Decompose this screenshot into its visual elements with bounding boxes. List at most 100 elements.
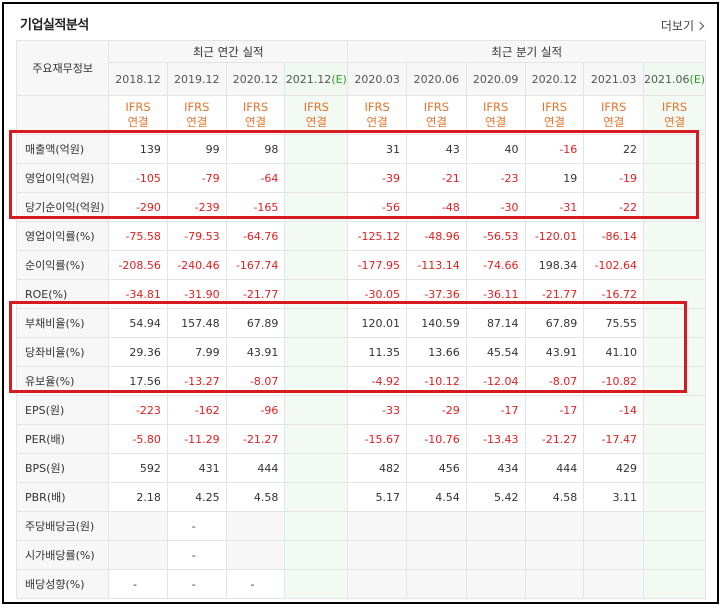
table-row: 영업이익(억원) -105 -79 -64 -39 -21 -23 19 -19 xyxy=(15,163,706,193)
row-label: 시가배당률(%) xyxy=(15,540,110,570)
chevron-right-icon xyxy=(697,22,705,30)
basis-cell[interactable]: IFRS 연결 xyxy=(583,95,645,135)
value-cell: -105 xyxy=(108,163,168,193)
value-cell: -33 xyxy=(347,395,408,425)
basis-standard: IFRS xyxy=(661,100,688,114)
value-cell: -29 xyxy=(406,395,467,425)
row-label: ROE(%) xyxy=(15,279,110,309)
basis-cell[interactable]: IFRS 연결 xyxy=(347,95,408,135)
row-label: 영업이익률(%) xyxy=(15,221,110,251)
value-cell: -21.77 xyxy=(225,279,286,309)
value-cell: -10.76 xyxy=(406,424,467,454)
value-cell: 29.36 xyxy=(108,337,168,367)
value-cell: 431 xyxy=(166,453,227,483)
value-cell: -102.64 xyxy=(583,250,645,280)
value-cell: -113.14 xyxy=(406,250,467,280)
basis-standard: IFRS xyxy=(601,100,627,114)
value-cell xyxy=(643,192,706,222)
value-cell: 139 xyxy=(108,134,168,164)
period-label: 2020.09 xyxy=(472,72,519,86)
period-label: 2019.12 xyxy=(174,72,220,86)
value-cell: 43 xyxy=(406,134,467,164)
value-cell xyxy=(284,279,349,309)
value-cell: -8.07 xyxy=(225,366,286,396)
value-cell xyxy=(225,540,286,570)
value-cell xyxy=(465,569,526,599)
basis-consolidation: 연결 xyxy=(366,115,388,129)
period-header: 2018.12 xyxy=(108,62,168,96)
value-cell xyxy=(108,511,168,541)
value-cell xyxy=(284,192,349,222)
basis-cell[interactable]: IFRS 연결 xyxy=(465,95,526,135)
estimate-mark: (E) xyxy=(689,72,706,86)
value-cell xyxy=(643,511,706,541)
table-row: 당좌비율(%) 29.36 7.99 43.91 11.35 13.66 45.54 43.9… xyxy=(15,337,706,367)
value-cell xyxy=(284,395,349,425)
value-cell xyxy=(406,540,467,570)
value-cell: 434 xyxy=(465,453,526,483)
table-row: 당기순이익(억원) -290 -239 -165 -56 -48 -30 -31 -22 xyxy=(15,192,706,222)
value-cell: 3.11 xyxy=(583,482,645,512)
table-row: PBR(배) 2.18 4.25 4.58 5.17 4.54 5.42 4.58 3.11 xyxy=(15,482,706,512)
value-cell: 5.17 xyxy=(347,482,408,512)
table-row: 부채비율(%) 54.94 157.48 67.89 120.01 140.59 87.14… xyxy=(15,308,706,338)
quarter-group-header: 최근 분기 실적 xyxy=(347,40,706,63)
value-cell xyxy=(465,511,526,541)
financial-table: 주요재무정보 최근 연간 실적 최근 분기 실적 2018.12 2019.12 2… xyxy=(15,40,706,599)
period-header: 2020.09 xyxy=(465,62,526,96)
value-cell: 4.25 xyxy=(166,482,227,512)
value-cell xyxy=(284,250,349,280)
basis-standard: IFRS xyxy=(541,100,568,114)
basis-cell[interactable]: IFRS 연결 xyxy=(166,95,227,135)
value-cell: -290 xyxy=(108,192,168,222)
period-header: 2021.12(E) xyxy=(284,62,349,96)
more-link-label: 더보기 xyxy=(660,19,694,33)
value-cell: - xyxy=(108,569,168,599)
value-cell: 22 xyxy=(583,134,645,164)
basis-row: IFRS 연결 IFRS 연결 IFRS 연결 IFRS 연결 IFRS 연결 IFRS 연결 IFRS… xyxy=(15,95,706,135)
basis-cell[interactable]: IFRS 연결 xyxy=(524,95,585,135)
value-cell: 41.10 xyxy=(583,337,645,367)
basis-standard: IFRS xyxy=(242,100,269,114)
value-cell xyxy=(284,163,349,193)
basis-consolidation: 연결 xyxy=(425,115,447,129)
value-cell: -79.53 xyxy=(166,221,227,251)
row-label: PBR(배) xyxy=(15,482,110,512)
value-cell: -4.92 xyxy=(347,366,408,396)
basis-cell[interactable]: IFRS 연결 xyxy=(225,95,286,135)
value-cell: 120.01 xyxy=(347,308,408,338)
value-cell xyxy=(583,511,645,541)
value-cell xyxy=(643,540,706,570)
row-label: BPS(원) xyxy=(15,453,110,483)
basis-consolidation: 연결 xyxy=(663,115,686,129)
value-cell xyxy=(643,308,706,338)
row-label: EPS(원) xyxy=(15,395,110,425)
period-label: 2018.12 xyxy=(115,72,161,86)
basis-cell[interactable]: IFRS 연결 xyxy=(108,95,168,135)
value-cell: -17 xyxy=(465,395,526,425)
basis-cell[interactable]: IFRS 연결 xyxy=(643,95,706,135)
value-cell: 4.58 xyxy=(225,482,286,512)
value-cell: -8.07 xyxy=(524,366,585,396)
value-cell: -86.14 xyxy=(583,221,645,251)
basis-cell[interactable]: IFRS 연결 xyxy=(284,95,349,135)
table-row: 시가배당률(%) - xyxy=(15,540,706,570)
row-label: 부채비율(%) xyxy=(15,308,110,338)
value-cell: -64.76 xyxy=(225,221,286,251)
row-label: 순이익률(%) xyxy=(15,250,110,280)
basis-cell[interactable]: IFRS 연결 xyxy=(406,95,467,135)
value-cell: -74.66 xyxy=(465,250,526,280)
more-link[interactable]: 더보기 xyxy=(661,17,705,34)
value-cell: -64 xyxy=(225,163,286,193)
value-cell: -165 xyxy=(225,192,286,222)
period-label: 2021.12 xyxy=(285,72,332,86)
estimate-mark: (E) xyxy=(331,72,347,86)
table-row: BPS(원) 592 431 444 482 456 434 444 429 xyxy=(15,453,706,483)
value-cell xyxy=(643,337,706,367)
value-cell: -48.96 xyxy=(406,221,467,251)
value-cell xyxy=(583,569,645,599)
value-cell: -162 xyxy=(166,395,227,425)
basis-consolidation: 연결 xyxy=(127,115,149,129)
value-cell: 11.35 xyxy=(347,337,408,367)
value-cell xyxy=(643,424,706,454)
